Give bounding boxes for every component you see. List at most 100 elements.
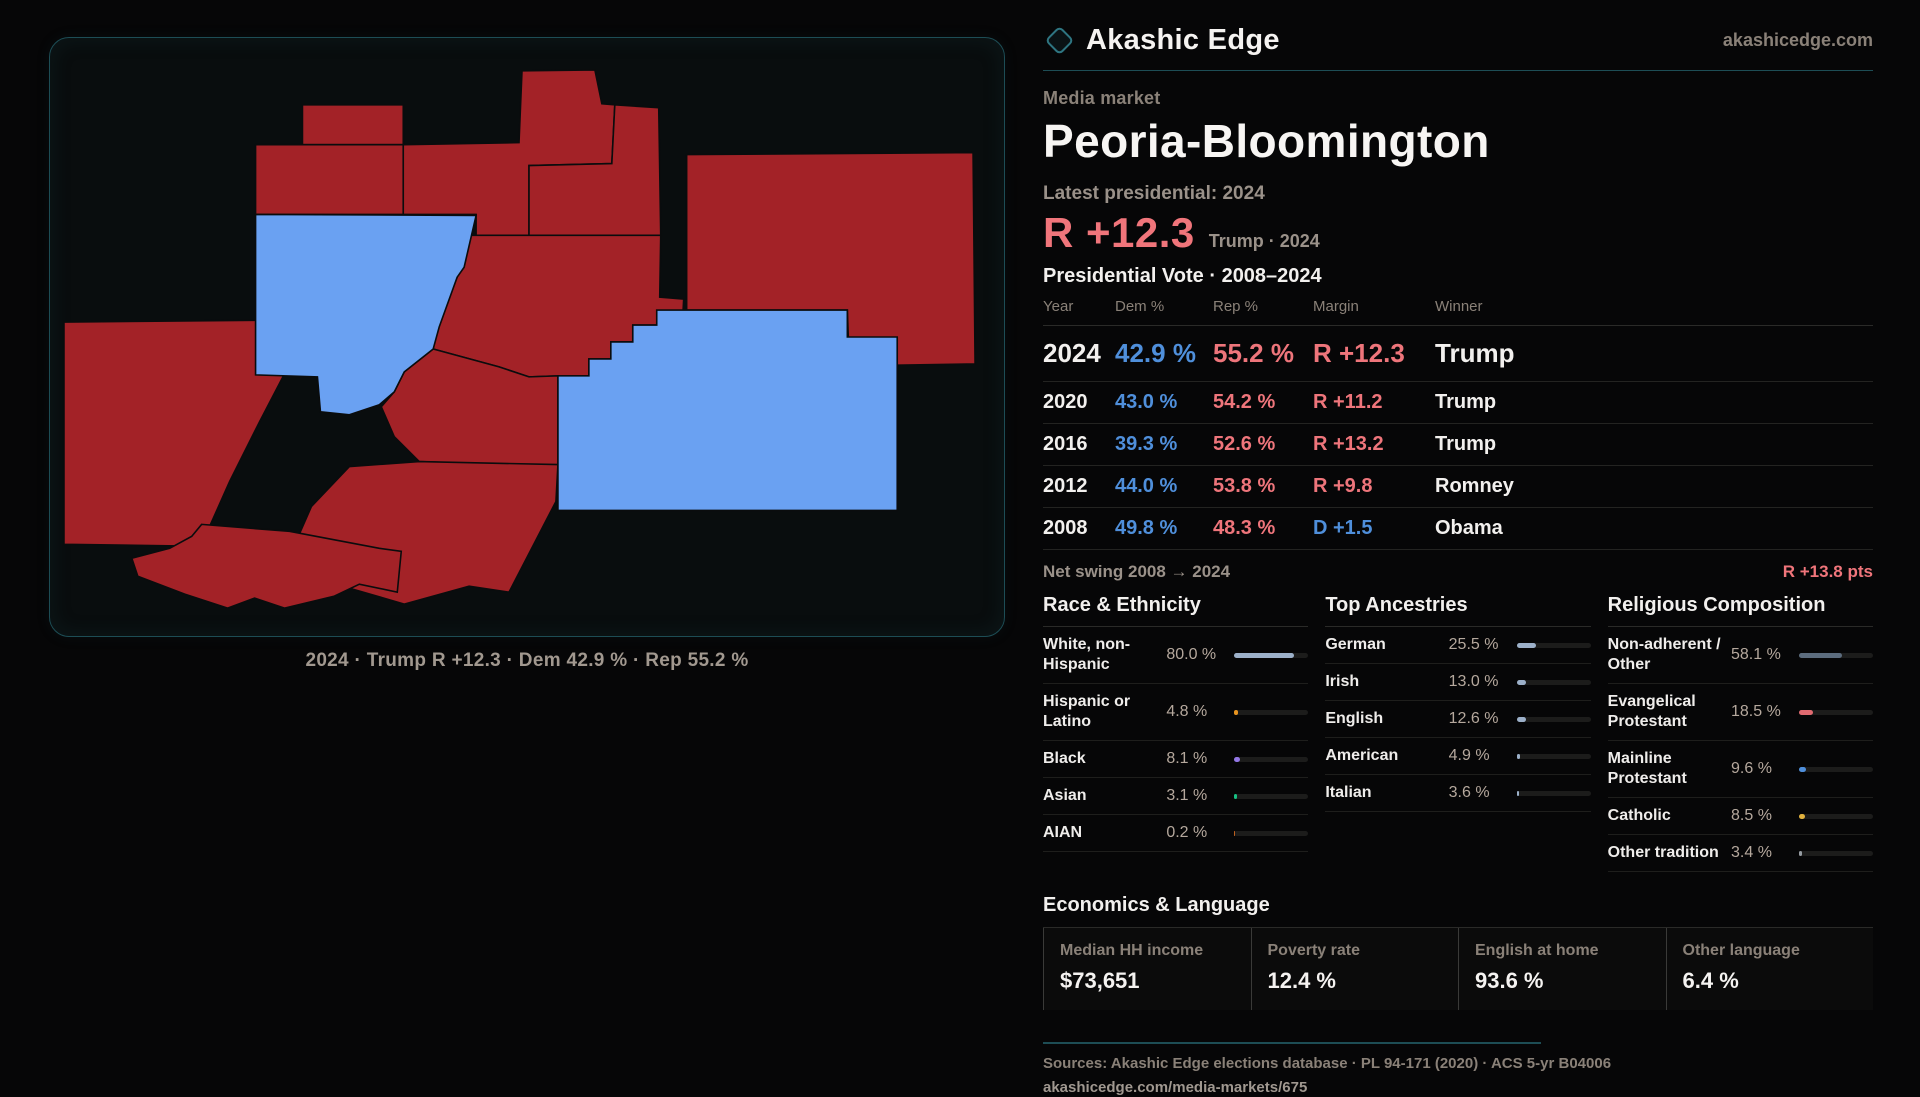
stat-value: 80.0 % (1166, 646, 1217, 663)
mini-bar (1799, 813, 1873, 819)
stat-label: Catholic (1607, 807, 1671, 824)
stat-row: Catholic 8.5 % (1607, 798, 1873, 835)
site-link[interactable]: akashicedge.com (1722, 30, 1873, 50)
stat-value: 8.5 % (1731, 807, 1772, 824)
mini-bar (1516, 642, 1591, 648)
stat-row: Asian 3.1 % (1043, 778, 1309, 815)
section-rows: Non-adherent / Other 58.1 % Evangelical … (1607, 627, 1873, 872)
stat-value: 8.1 % (1166, 750, 1208, 767)
table-row: 2012 44.0 % 53.8 % R +9.8 Romney (1043, 466, 1873, 508)
stat-label: Non-adherent / Other (1607, 636, 1721, 673)
stat-value: 0.2 % (1166, 824, 1208, 841)
mini-bar (1234, 793, 1309, 799)
col-margin: Margin (1313, 298, 1359, 315)
mini-bar (1234, 830, 1309, 836)
mini-bar-fill (1516, 716, 1526, 722)
winner-cell: Trump (1435, 433, 1497, 455)
vote-table-title: Presidential Vote · 2008–2024 (1043, 265, 1322, 287)
col-dem: Dem % (1115, 298, 1165, 315)
winner-cell: Romney (1435, 475, 1514, 497)
net-swing-value: R +13.8 pts (1782, 562, 1873, 581)
stat-value: 3.6 % (1448, 784, 1490, 801)
winner-cell: Trump (1435, 338, 1515, 368)
margin-cell: R +9.8 (1313, 475, 1373, 497)
mini-bar (1799, 652, 1873, 658)
diamond-logo-icon (1044, 25, 1075, 56)
rep-pct-cell: 53.8 % (1213, 475, 1276, 497)
stat-value: 3.4 % (1731, 844, 1772, 861)
section-title: Religious Composition (1607, 594, 1873, 627)
sources-text: Sources: Akashic Edge elections database… (1043, 1055, 1612, 1072)
county-shape (301, 103, 405, 146)
stat-label: American (1325, 747, 1399, 764)
mini-bar-fill (1799, 850, 1802, 856)
stat-row: Hispanic or Latino 4.8 % (1043, 684, 1309, 741)
mini-bar (1516, 679, 1591, 685)
winner-cell: Obama (1435, 517, 1503, 539)
stat-row: Non-adherent / Other 58.1 % (1607, 627, 1873, 684)
margin-cell: R +12.3 (1313, 338, 1405, 368)
stat-label: Mainline Protestant (1607, 750, 1687, 787)
stat-row: Italian 3.6 % (1325, 775, 1591, 812)
economics-stat-label: Other language (1682, 942, 1800, 959)
stat-value: 4.9 % (1448, 747, 1490, 764)
stat-value: 4.8 % (1166, 703, 1208, 720)
stat-row: Evangelical Protestant 18.5 % (1607, 684, 1873, 741)
brand-header: Akashic Edge akashicedge.com (1043, 24, 1873, 71)
mini-bar-fill (1234, 756, 1241, 762)
vote-table-body: 2024 42.9 % 55.2 % R +12.3 Trump 2020 43… (1043, 326, 1873, 550)
col-winner: Winner (1435, 298, 1483, 315)
year-cell: 2008 (1043, 517, 1088, 539)
page-title: Peoria-Bloomington (1043, 115, 1490, 167)
stat-row: German 25.5 % (1325, 627, 1591, 664)
margin-cell: R +13.2 (1313, 433, 1384, 455)
stat-row: AIAN 0.2 % (1043, 815, 1309, 852)
stat-value: 25.5 % (1448, 636, 1499, 653)
footer-divider (1043, 1042, 1541, 1044)
stat-row: Irish 13.0 % (1325, 664, 1591, 701)
stat-value: 13.0 % (1448, 673, 1499, 690)
mini-bar-fill (1799, 813, 1806, 819)
stat-value: 58.1 % (1731, 646, 1781, 663)
stat-row: English 12.6 % (1325, 701, 1591, 738)
stat-label: English (1325, 710, 1384, 727)
stat-row: Black 8.1 % (1043, 741, 1309, 778)
stat-row: White, non-Hispanic 80.0 % (1043, 627, 1309, 684)
net-swing-label: Net swing 2008 → 2024 (1043, 562, 1231, 581)
year-cell: 2016 (1043, 433, 1088, 455)
economics-stat-value: $73,651 (1060, 968, 1140, 993)
mini-bar (1799, 709, 1873, 715)
mini-bar-fill (1516, 679, 1527, 685)
mini-bar (1234, 756, 1309, 762)
stat-row: Other tradition 3.4 % (1607, 835, 1873, 872)
county-shape (254, 143, 405, 216)
stat-label: AIAN (1043, 824, 1083, 841)
religious-composition-column: Religious Composition Non-adherent / Oth… (1607, 594, 1873, 872)
net-swing-row: Net swing 2008 → 2024 R +13.8 pts (1043, 550, 1873, 592)
county-shape (557, 309, 899, 512)
economics-stat-label: Poverty rate (1267, 942, 1361, 959)
economics-stats: Median HH income $73,651 Poverty rate 12… (1043, 928, 1873, 1010)
mini-bar-fill (1516, 790, 1520, 796)
mini-bar (1234, 709, 1309, 715)
county-shape (130, 523, 403, 609)
latest-presidential-label: Latest presidential: 2024 (1043, 183, 1265, 204)
stat-row: Mainline Protestant 9.6 % (1607, 741, 1873, 798)
mini-bar-fill (1799, 652, 1842, 658)
stat-label: Evangelical Protestant (1607, 693, 1696, 730)
mini-bar (1516, 790, 1591, 796)
stat-label: Asian (1043, 787, 1087, 804)
rep-pct-cell: 55.2 % (1213, 338, 1294, 368)
stat-row: American 4.9 % (1325, 738, 1591, 775)
demographics-section: Race & Ethnicity White, non-Hispanic 80.… (1043, 594, 1873, 872)
mini-bar-fill (1799, 709, 1813, 715)
stat-value: 3.1 % (1166, 787, 1208, 804)
kicker-label: Media market (1043, 88, 1161, 108)
economics-stat-value: 6.4 % (1682, 968, 1739, 993)
mini-bar-fill (1234, 830, 1236, 836)
stat-value: 9.6 % (1731, 760, 1772, 777)
permalink[interactable]: akashicedge.com/media-markets/675 (1043, 1079, 1308, 1096)
stat-value: 18.5 % (1731, 703, 1781, 720)
mini-bar-fill (1516, 642, 1536, 648)
rep-pct-cell: 54.2 % (1213, 391, 1276, 413)
